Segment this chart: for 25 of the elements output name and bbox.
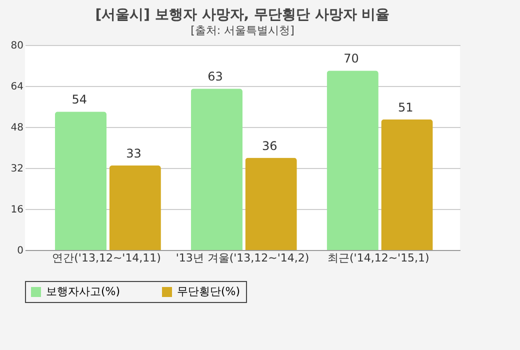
y-tick-label: 0 xyxy=(17,246,24,256)
bar xyxy=(54,112,107,250)
bar xyxy=(245,158,297,250)
y-tick-label: 64 xyxy=(10,82,24,92)
data-label: 70 xyxy=(344,52,359,66)
chart-subtitle: [출처: 서울특별시청] xyxy=(190,24,294,37)
data-label: 33 xyxy=(126,146,142,160)
bar xyxy=(381,119,433,250)
data-label: 63 xyxy=(208,70,223,84)
x-tick-label: 최근('14,12~'15,1) xyxy=(328,252,430,264)
y-tick-label: 48 xyxy=(10,122,24,134)
data-label: 36 xyxy=(262,138,278,153)
x-tick-label: 연간('13,12~'14,11) xyxy=(52,252,161,264)
y-tick-label: 80 xyxy=(10,40,24,52)
y-tick-label: 32 xyxy=(10,164,24,174)
y-tick-label: 16 xyxy=(10,204,24,216)
data-label: 51 xyxy=(398,100,414,114)
legend-label: 보행자사고(%) xyxy=(46,285,120,298)
x-tick-label: '13년 겨울('13,12~'14,2) xyxy=(176,252,310,264)
data-label: 54 xyxy=(72,92,88,107)
bar xyxy=(190,88,242,250)
legend-label: 무단횡단(%) xyxy=(177,285,240,298)
chart-title: [서울시] 보행자 사망자, 무단횡단 사망자 비율 xyxy=(95,7,390,23)
bar xyxy=(109,165,161,250)
bar xyxy=(326,70,378,250)
